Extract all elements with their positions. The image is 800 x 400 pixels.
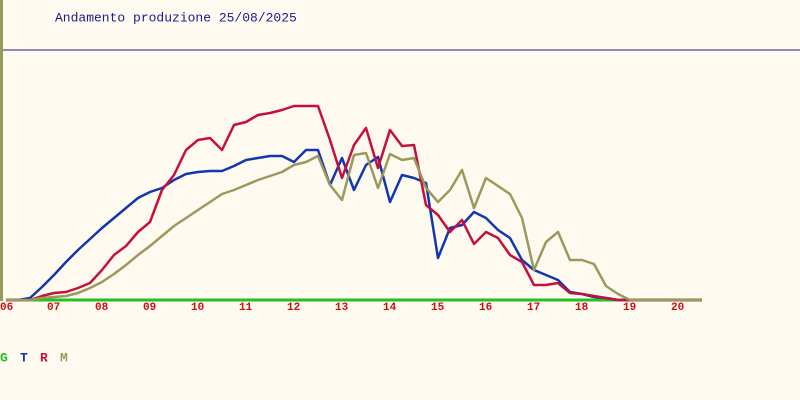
x-tick-label: 13 [335,302,349,314]
x-tick-label: 09 [143,302,156,314]
series-line [6,151,702,302]
x-tick-label: 19 [623,302,636,314]
x-tick-label: 17 [527,302,540,314]
x-tick-label: 16 [479,302,492,314]
x-tick-label: 12 [287,302,300,314]
x-tick-label: 11 [239,302,253,314]
x-tick-label: 18 [575,302,589,314]
x-tick-label: 14 [383,302,397,314]
legend-entry: T [20,350,28,365]
legend-entry: M [60,350,68,365]
series-line [6,104,702,302]
x-tick-label: 10 [191,302,204,314]
x-tick-label: 08 [95,302,109,314]
chart-title: Andamento produzione 25/08/2025 [55,10,297,25]
x-tick-label: 15 [431,302,445,314]
x-tick-label: 07 [47,302,60,314]
x-tick-label: 20 [671,302,684,314]
legend-entry: G [0,350,8,365]
x-tick-label: 06 [0,302,13,314]
legend-entry: R [40,350,48,365]
